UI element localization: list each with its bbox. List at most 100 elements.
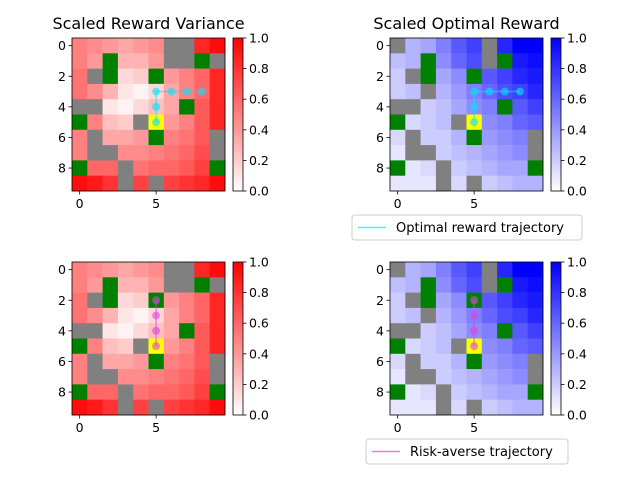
heatmap-cell-r6-c6	[163, 353, 180, 370]
heatmap-cell-r5-c3	[435, 338, 452, 355]
heatmap-cell-r3-c2	[420, 307, 437, 324]
heatmap-cell-r4-c7	[179, 99, 195, 115]
legend-box	[351, 214, 583, 241]
heatmap-cell-r3-c1	[405, 83, 421, 100]
heatmap-cell-r7-c8	[512, 369, 528, 385]
y-tick-label: 4	[376, 323, 384, 338]
heatmap-cell-r0-c1	[87, 38, 103, 54]
heatmap-cell-r0-c8	[194, 38, 210, 54]
heatmap-cell-r2-c0	[390, 68, 406, 85]
heatmap-cell-r9-c1	[405, 399, 421, 416]
heatmap-cell-r1-c9	[527, 277, 544, 293]
heatmap-cell-r9-c2	[102, 399, 119, 416]
heatmap-cell-r6-c9	[209, 129, 226, 146]
heatmap-cell-r4-c3	[117, 99, 134, 115]
chart-title: Scaled Reward Variance	[52, 14, 244, 33]
heatmap-cell-r1-c5	[466, 53, 483, 69]
heatmap-cell-r7-c6	[163, 145, 180, 161]
heatmap-cell-r1-c3	[117, 277, 134, 293]
heatmap-cell-r7-c6	[163, 369, 180, 385]
heatmap-cell-r5-c4	[451, 114, 467, 131]
heatmap-cell-r9-c5	[148, 175, 165, 192]
heatmap-cell-r7-c4	[133, 369, 149, 385]
heatmap-cell-r5-c7	[179, 338, 195, 355]
heatmap-cell-r8-c4	[451, 384, 467, 400]
heatmap-cell-r0-c4	[133, 38, 149, 54]
x-tick-label: 0	[394, 420, 402, 435]
heatmap-cell-r8-c6	[481, 384, 498, 400]
heatmap-cell-r1-c0	[390, 53, 406, 69]
heatmap-cell-r1-c2	[420, 277, 437, 293]
heatmap-panel-reward-risk: 0 5 0 2 4 6 8 0.0 0.2 0.4 0.6 0.8 1.0 Risk-averse tra…	[365, 255, 587, 465]
heatmap-cell-r6-c7	[179, 129, 195, 146]
heatmap-cell-r5-c4	[133, 114, 149, 131]
heatmap-cell-r7-c0	[72, 369, 88, 385]
heatmap-cell-r3-c3	[435, 83, 452, 100]
heatmap-cell-r3-c4	[133, 307, 149, 324]
heatmap-cell-r8-c8	[194, 384, 210, 400]
heatmap-cell-r5-c1	[405, 338, 421, 355]
trajectory-point-0	[152, 342, 161, 351]
legend-box	[365, 438, 569, 465]
colorbar-tick-label: 0.0	[567, 184, 587, 199]
heatmap-cell-r7-c8	[194, 145, 210, 161]
heatmap-panel-reward-optimal: Scaled Optimal Reward 0 5 0 2 4 6 8 0.0 0.2 0.4 0.6…	[351, 14, 587, 241]
heatmap-cell-r4-c2	[102, 99, 119, 115]
heatmap-cell-r7-c6	[481, 369, 498, 385]
heatmap-cell-r6-c6	[481, 129, 498, 146]
heatmap-cell-r6-c1	[405, 353, 421, 370]
heatmap-cell-r1-c2	[102, 53, 119, 69]
heatmap-cell-r5-c2	[420, 114, 437, 131]
colorbar	[550, 37, 562, 192]
trajectory-point-1	[152, 102, 161, 111]
heatmap-cell-r6-c9	[209, 353, 226, 370]
heatmap-cell-r0-c8	[512, 38, 528, 54]
heatmap-cell-r1-c1	[87, 277, 103, 293]
heatmap-cell-r2-c6	[163, 292, 180, 309]
heatmap-cell-r6-c7	[497, 353, 513, 370]
heatmap-cell-r3-c1	[87, 83, 103, 100]
heatmap-cell-r8-c5	[148, 384, 165, 400]
heatmap-cell-r2-c3	[117, 292, 134, 309]
heatmap-cell-r2-c4	[133, 68, 149, 85]
heatmap-cell-r2-c8	[194, 292, 210, 309]
heatmap-cell-r9-c7	[497, 399, 513, 416]
colorbar	[232, 261, 244, 416]
axes-frame	[389, 261, 544, 416]
heatmap-cell-r7-c8	[194, 369, 210, 385]
heatmap-cell-r0-c6	[163, 262, 180, 278]
heatmap-cell-r7-c2	[420, 145, 437, 161]
heatmap-cell-r9-c2	[102, 175, 119, 192]
y-tick-label: 6	[58, 130, 66, 145]
y-tick-label: 8	[58, 385, 66, 400]
heatmap-cell-r7-c9	[527, 145, 544, 161]
heatmap-cell-r4-c0	[390, 99, 406, 115]
heatmap-cell-r1-c3	[435, 277, 452, 293]
heatmap-cell-r6-c9	[527, 129, 544, 146]
heatmap-cell-r0-c5	[148, 262, 165, 278]
heatmap-cell-r8-c7	[497, 160, 513, 176]
heatmap-cell-r8-c5	[148, 160, 165, 176]
colorbar-tick-label: 0.8	[249, 61, 269, 76]
heatmap-cell-r4-c4	[133, 323, 149, 339]
heatmap-cell-r2-c3	[435, 292, 452, 309]
heatmap-cell-r5-c9	[527, 338, 544, 355]
heatmap-cell-r5-c0	[390, 338, 406, 355]
trajectory-point-3	[470, 296, 479, 305]
heatmap-cell-r3-c2	[102, 83, 119, 100]
heatmap-cell-r9-c4	[133, 399, 149, 416]
heatmap-cell-r0-c7	[179, 262, 195, 278]
trajectory-point-3	[152, 296, 161, 305]
heatmap-cell-r9-c6	[163, 399, 180, 416]
colorbar-tick-label: 0.4	[567, 122, 587, 137]
heatmap-cell-r9-c3	[117, 399, 134, 416]
heatmap-cell-r5-c7	[497, 114, 513, 131]
heatmap-cell-r7-c9	[527, 369, 544, 385]
heatmap-cell-r0-c3	[117, 262, 134, 278]
heatmap-cell-r5-c4	[133, 338, 149, 355]
heatmap-cell-r9-c5	[466, 399, 483, 416]
heatmap-cell-r4-c8	[194, 99, 210, 115]
colorbar-tick-label: 0.8	[249, 285, 269, 300]
heatmap-cell-r5-c7	[497, 338, 513, 355]
heatmap-cell-r1-c6	[163, 53, 180, 69]
